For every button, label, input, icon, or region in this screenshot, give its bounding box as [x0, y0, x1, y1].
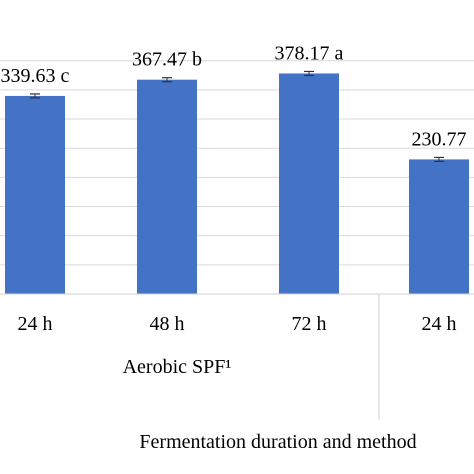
data-label: 378.17 a	[275, 42, 344, 64]
bar	[279, 73, 339, 294]
bar	[409, 159, 469, 294]
error-bar	[30, 93, 40, 99]
x-tick-label: 24 h	[18, 313, 53, 335]
data-labels: 339.63 c 367.47 b 378.17 a 230.77	[1, 42, 467, 150]
data-label: 367.47 b	[132, 49, 202, 71]
bar-series	[5, 73, 469, 294]
bar	[137, 79, 197, 294]
error-bar	[304, 70, 314, 77]
error-bar	[162, 77, 172, 83]
x-tick-label: 72 h	[292, 313, 327, 335]
gridlines	[0, 60, 474, 266]
data-label: 230.77	[412, 128, 467, 150]
x-tick-labels: 24 h 48 h 72 h 24 h	[18, 313, 457, 335]
bar	[5, 95, 65, 294]
error-bars	[30, 70, 444, 163]
data-label: 339.63 c	[1, 65, 70, 87]
x-tick-label: 24 h	[422, 313, 457, 335]
x-axis-title: Fermentation duration and method	[139, 431, 416, 453]
x-tick-label: 48 h	[150, 313, 185, 335]
group-label: Aerobic SPF¹	[123, 356, 232, 378]
error-bar	[434, 156, 444, 163]
